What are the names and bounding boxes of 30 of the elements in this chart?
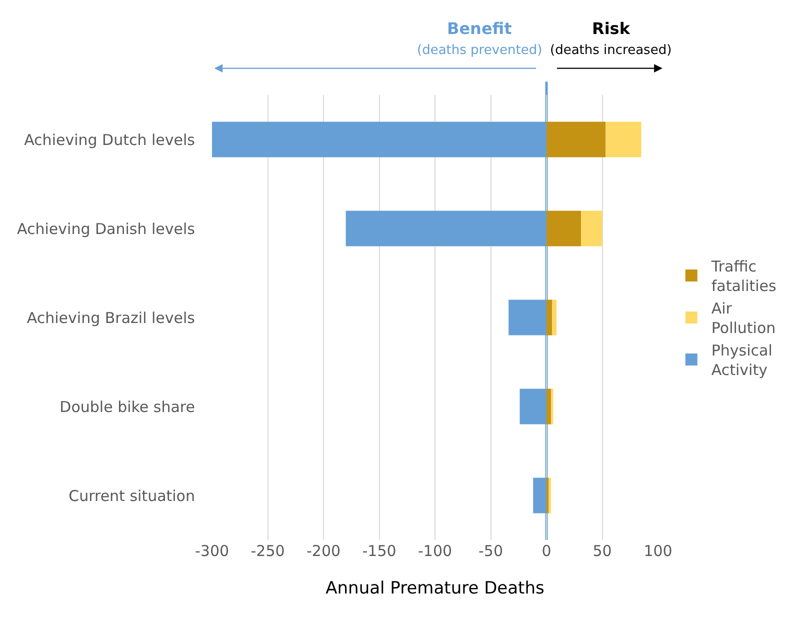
- x-axis-title: Annual Premature Deaths: [326, 578, 544, 598]
- text: (deaths increased): [550, 43, 672, 58]
- x-tick-label: -300: [194, 542, 230, 560]
- x-tick-label: 0: [542, 542, 552, 560]
- text: (deaths prevented): [417, 43, 542, 58]
- x-tick-label: 50: [592, 542, 612, 560]
- x-tick-label: -100: [418, 542, 452, 560]
- bar: [546, 122, 606, 158]
- legend-label: Physical Activity: [711, 342, 772, 380]
- text: Risk: [592, 19, 630, 38]
- x-tick-label: -50: [478, 542, 503, 560]
- bar: [546, 210, 582, 246]
- y-tick-label: Current situation: [68, 486, 195, 505]
- legend-label: Traffic fatalities: [710, 258, 777, 296]
- x-tick-label: -250: [250, 542, 285, 560]
- bar: [581, 210, 602, 246]
- y-tick-label: Achieving Dutch levels: [24, 130, 196, 149]
- x-tick-label: -150: [362, 542, 396, 560]
- bar: [546, 300, 552, 336]
- x-tick-label: 100: [644, 542, 672, 560]
- text: Benefit: [447, 19, 512, 38]
- y-tick-label: Achieving Danish levels: [17, 220, 196, 238]
- x-tick-label: -200: [306, 542, 341, 560]
- bar: [546, 388, 551, 424]
- legend-label: Air Pollution: [711, 300, 776, 338]
- bar: [550, 388, 554, 424]
- y-tick-label: Achieving Brazil levels: [26, 308, 196, 327]
- bar: [552, 300, 557, 336]
- y-tick-label: Double bike share: [60, 398, 195, 416]
- bar: [606, 122, 642, 158]
